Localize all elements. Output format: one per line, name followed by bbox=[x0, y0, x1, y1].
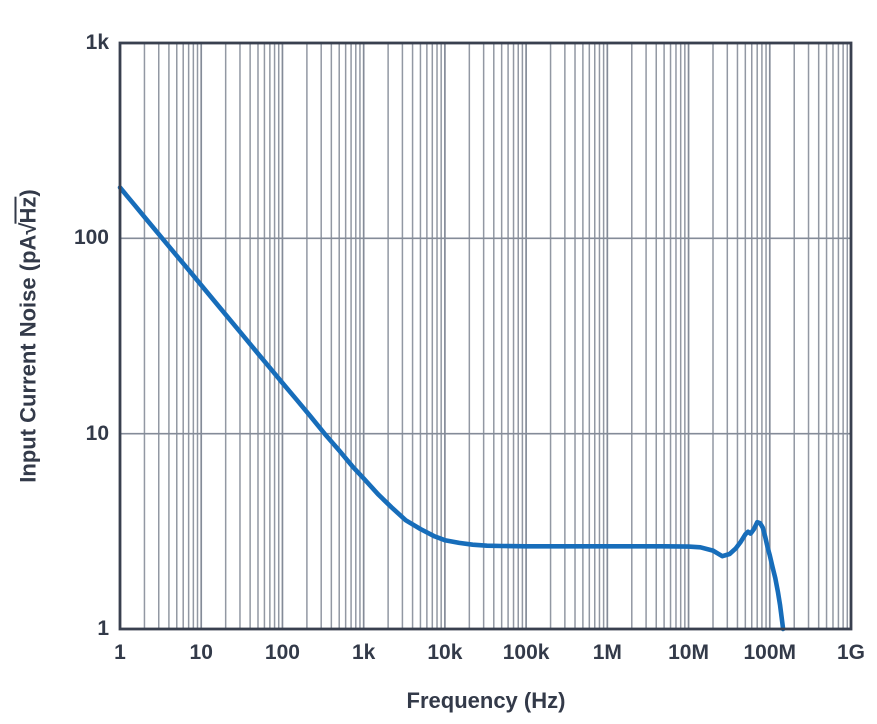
x-tick-label: 10M bbox=[668, 641, 709, 664]
x-tick-label: 1 bbox=[114, 641, 126, 664]
x-tick-label: 10 bbox=[189, 641, 213, 664]
x-tick-label: 100 bbox=[264, 641, 300, 664]
x-tick-label: 100M bbox=[743, 641, 797, 664]
x-axis-title: Frequency (Hz) bbox=[407, 688, 566, 714]
y-tick-label: 1k bbox=[85, 31, 109, 54]
y-tick-label: 100 bbox=[73, 226, 109, 250]
x-tick-label: 1k bbox=[351, 641, 376, 664]
plot-frame bbox=[118, 41, 853, 631]
y-axis-title-suffix: ) bbox=[15, 189, 41, 197]
x-tick-label: 100k bbox=[502, 641, 550, 664]
noise-curve bbox=[117, 185, 786, 632]
x-tick-label: 1M bbox=[592, 641, 622, 664]
y-axis-title: Input Current Noise (pA√Hz) bbox=[14, 189, 42, 483]
x-tick-label: 10k bbox=[427, 641, 463, 664]
y-axis-title-radicand: Hz bbox=[14, 196, 41, 224]
x-axis-title-text: Frequency (Hz) bbox=[406, 688, 566, 713]
y-tick-label: 1 bbox=[97, 617, 109, 640]
sqrt-symbol: √ bbox=[15, 222, 41, 235]
y-tick-label: 10 bbox=[85, 421, 109, 445]
x-tick-label: 1G bbox=[836, 641, 866, 664]
y-axis-title-prefix: Input Current Noise (pA bbox=[15, 234, 41, 483]
